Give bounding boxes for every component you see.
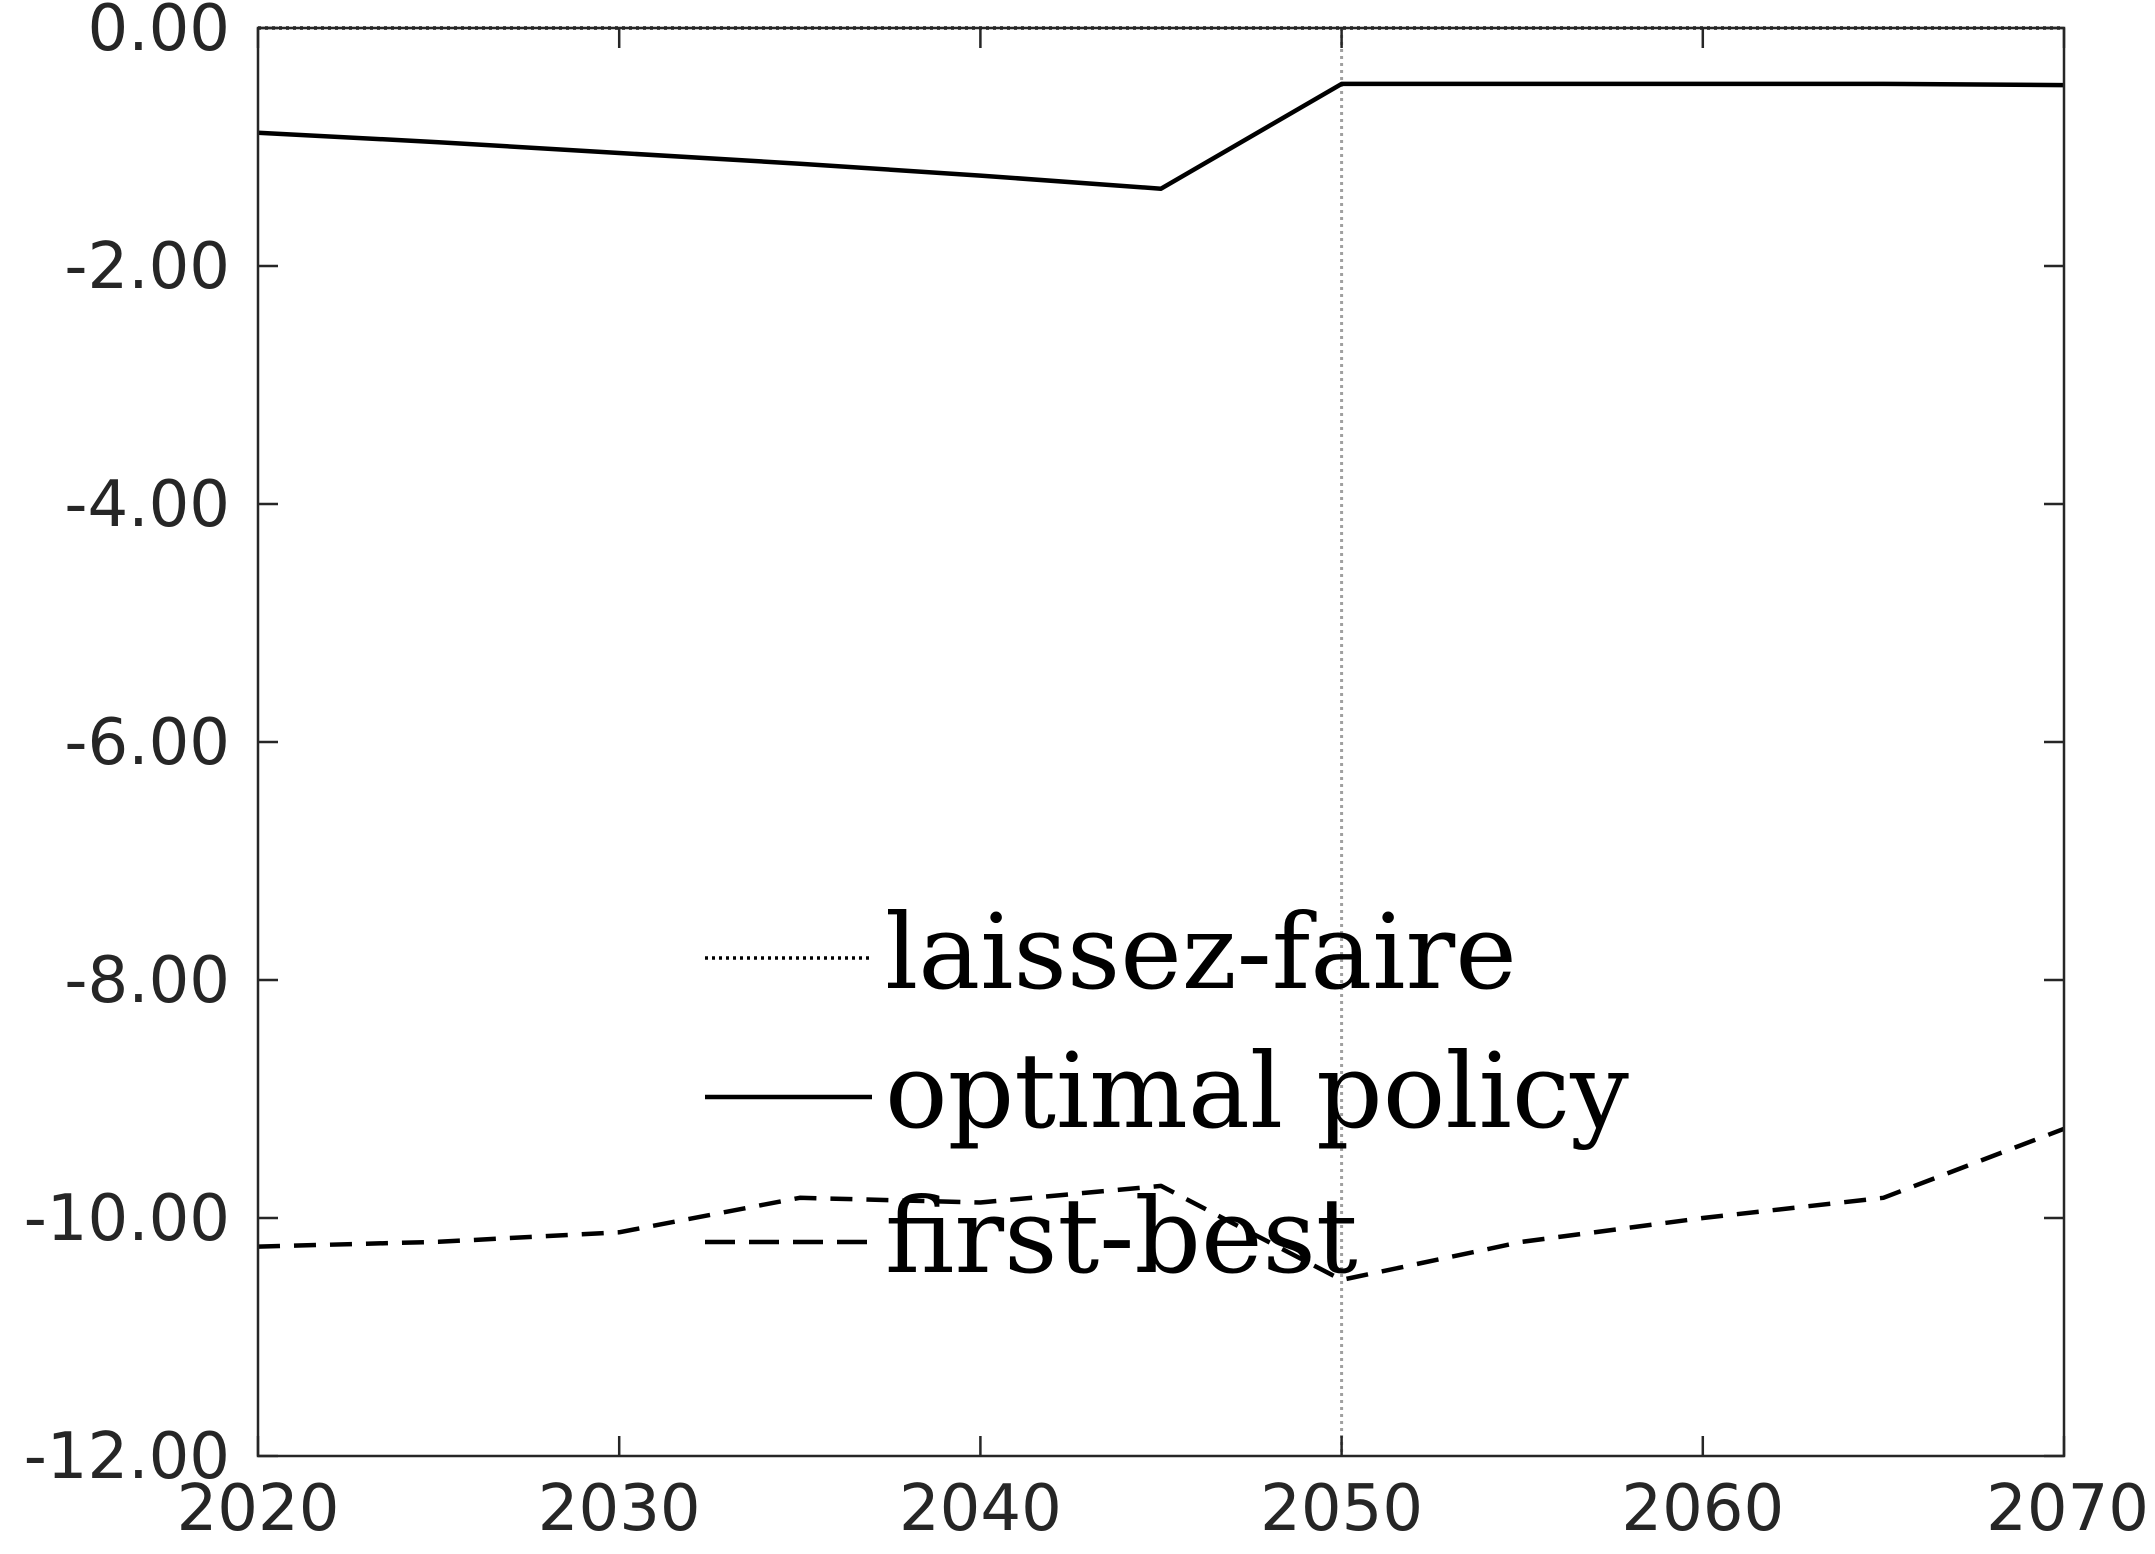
y-tick-label-10-00: -10.00 <box>24 1182 230 1256</box>
y-tick-label-6-00: -6.00 <box>64 706 230 780</box>
series-optimal-policy-line <box>257 81 2065 191</box>
x-tick-label-2030: 2030 <box>538 1472 701 1546</box>
y-tick-label-12-00: -12.00 <box>24 1420 230 1494</box>
legend-label-optimal-policy: optimal policy <box>885 1030 1629 1152</box>
y-tick-label-2-00: -2.00 <box>64 230 230 304</box>
legend-label-laissez-faire: laissez-faire <box>885 891 1517 1013</box>
x-tick-label-2050: 2050 <box>1260 1472 1423 1546</box>
y-tick-label-4-00: -4.00 <box>64 468 230 542</box>
series-first-best-line <box>257 1126 2065 1283</box>
legend-label-first-best: first-best <box>885 1175 1358 1297</box>
x-tick-label-2070: 2070 <box>1986 1472 2149 1546</box>
x-tick-label-2020: 2020 <box>177 1472 340 1546</box>
y-tick-label-8-00: -8.00 <box>64 944 230 1018</box>
x-tick-label-2040: 2040 <box>899 1472 1062 1546</box>
axis-ticks: 2020 2030 2040 2050 2060 2070 0.00 -2.00 -4.00 -6… <box>24 0 2149 1546</box>
y-tick-label-0-00: 0.00 <box>88 0 231 66</box>
legend: laissez-faire optimal policy first-best <box>705 891 1629 1297</box>
x-tick-label-2060: 2060 <box>1621 1472 1784 1546</box>
